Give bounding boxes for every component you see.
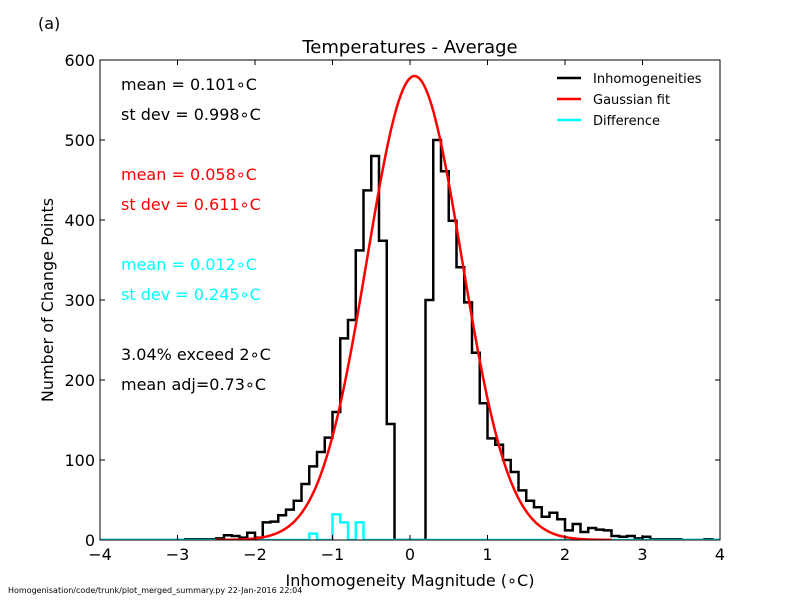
footer-path: Homogenisation/code/trunk/plot_merged_su… [8, 586, 303, 595]
legend: Inhomogeneities Gaussian fit Difference [557, 72, 702, 129]
stats-annotation: mean = 0.012∘C [121, 255, 257, 274]
legend-label: Inhomogeneities [593, 72, 702, 87]
y-axis-label: Number of Change Points [38, 198, 57, 402]
x-tick-label: 4 [715, 545, 725, 564]
x-tick-label: 3 [637, 545, 647, 564]
y-tick-label: 100 [64, 451, 95, 470]
panel-label: (a) [38, 14, 60, 33]
x-axis-label: Inhomogeneity Magnitude (∘C) [286, 571, 535, 590]
x-tick-label: −1 [321, 545, 345, 564]
stats-annotation: st dev = 0.245∘C [121, 285, 261, 304]
plot-area [100, 74, 720, 540]
y-tick-label: 500 [64, 131, 95, 150]
stats-annotations: mean = 0.101∘C st dev = 0.998∘C mean = 0.0… [121, 75, 271, 394]
x-tick-label: 2 [560, 545, 570, 564]
y-tick-label: 300 [64, 291, 95, 310]
x-tick-label: −3 [166, 545, 190, 564]
chart-title: Temperatures - Average [301, 37, 517, 58]
stats-annotation: mean = 0.058∘C [121, 165, 257, 184]
y-tick-label: 600 [64, 51, 95, 70]
stats-annotation: mean adj=0.73∘C [121, 375, 266, 394]
axis-ticks: −4 −3 −2 −1 0 1 2 3 4 0 100 200 300 400 500 600 [64, 51, 725, 564]
stats-annotation: st dev = 0.998∘C [121, 105, 261, 124]
x-tick-label: −2 [243, 545, 267, 564]
y-tick-label: 0 [85, 531, 95, 550]
x-tick-label: −4 [88, 545, 112, 564]
x-tick-label: 1 [482, 545, 492, 564]
y-tick-label: 200 [64, 371, 95, 390]
stats-annotation: mean = 0.101∘C [121, 75, 257, 94]
legend-label: Difference [593, 114, 660, 129]
series-inhomogeneities-line [100, 138, 720, 540]
stats-annotation: st dev = 0.611∘C [121, 195, 261, 214]
legend-label: Gaussian fit [593, 93, 670, 108]
y-tick-label: 400 [64, 211, 95, 230]
series-gaussian-fit-line [216, 74, 612, 540]
x-tick-label: 0 [405, 545, 415, 564]
stats-annotation: 3.04% exceed 2∘C [121, 345, 271, 364]
